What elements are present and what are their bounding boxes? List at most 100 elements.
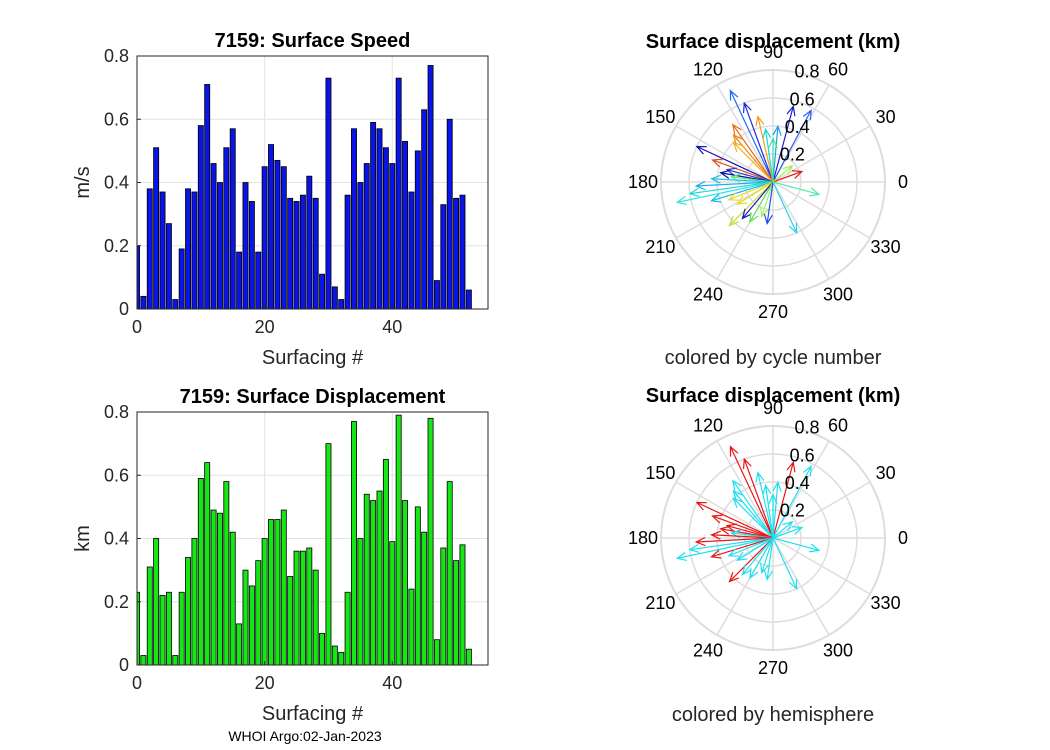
bar [261, 166, 268, 310]
displacement-arrow [732, 133, 774, 183]
polar-spoke [675, 481, 774, 539]
bar [229, 128, 236, 310]
bar [146, 566, 153, 666]
displacement-arrow [772, 170, 804, 183]
bar [344, 591, 351, 666]
displacement-arrow [763, 537, 774, 582]
y-tick-label: 0 [119, 655, 129, 675]
bar [376, 490, 383, 666]
x-tick-label: 20 [255, 317, 275, 337]
bar [376, 128, 383, 310]
displacement-arrow [710, 537, 774, 559]
theta-tick-label: 240 [693, 641, 723, 661]
theta-tick-label: 120 [693, 415, 723, 435]
bar [312, 569, 319, 666]
displacement-arrow [772, 181, 821, 197]
bar [165, 591, 172, 666]
theta-tick-label: 30 [876, 107, 896, 127]
bar [255, 560, 262, 666]
r-tick-label: 0.8 [794, 418, 819, 438]
bar [427, 417, 434, 666]
bar [363, 493, 370, 666]
bar [178, 248, 185, 310]
r-tick-label: 0.6 [790, 89, 815, 109]
y-tick-label: 0.4 [104, 529, 129, 549]
displacement-arrow [772, 480, 782, 539]
bar [325, 443, 332, 666]
displacement-arrow [736, 181, 774, 206]
bar [319, 632, 326, 666]
theta-tick-label: 0 [898, 172, 908, 192]
displacement-arrow [675, 537, 774, 562]
theta-tick-label: 30 [876, 463, 896, 483]
bar [236, 251, 243, 310]
bar [433, 280, 440, 310]
bar [159, 191, 166, 310]
bar [344, 194, 351, 310]
chart-title: 7159: Surface Speed [215, 30, 411, 52]
bar [370, 500, 377, 666]
theta-tick-label: 330 [871, 237, 901, 257]
bar [261, 538, 268, 666]
bar [236, 623, 243, 666]
displacement-arrow [772, 460, 796, 539]
displacement-arrow [742, 101, 774, 183]
bar [280, 509, 287, 666]
displacement-arrow [732, 141, 774, 183]
y-tick-label: 0.8 [104, 402, 129, 422]
y-tick-label: 0.4 [104, 173, 129, 193]
bar [248, 585, 255, 666]
theta-tick-label: 150 [645, 463, 675, 483]
bar [299, 550, 306, 666]
footer-label: WHOI Argo:02-Jan-2023 [228, 728, 382, 744]
displacement-arrow [688, 537, 774, 554]
x-axis-label: Surfacing # [262, 703, 364, 725]
bar [274, 519, 281, 666]
displacement-arrow [768, 493, 778, 538]
displacement-arrow [772, 124, 782, 183]
bar [268, 519, 274, 666]
bar [210, 509, 217, 666]
displacement-arrow [768, 137, 778, 182]
displacement-arrow [772, 104, 796, 183]
bar [414, 150, 421, 310]
displacement-arrow [749, 537, 774, 580]
displacement-arrow [741, 181, 774, 220]
polar-spoke [772, 181, 871, 239]
bar [178, 591, 185, 666]
displacement-arrow [772, 465, 812, 539]
bar [210, 163, 217, 310]
displacement-arrow [728, 537, 774, 583]
displacement-arrow [772, 164, 794, 183]
displacement-arrow [728, 181, 774, 227]
displacement-arrow [772, 520, 794, 539]
bar [402, 500, 408, 666]
y-tick-label: 0.8 [104, 46, 129, 66]
theta-tick-label: 0 [898, 528, 908, 548]
theta-tick-label: 270 [758, 302, 788, 322]
displacement-arrow [695, 145, 774, 183]
bar [268, 144, 274, 310]
displacement-arrow [675, 181, 774, 206]
displacement-arrow [732, 123, 774, 183]
bar [408, 191, 415, 310]
bar [306, 175, 313, 310]
bar [331, 645, 338, 666]
polar-spoke [772, 537, 830, 636]
r-tick-label: 0.2 [780, 500, 805, 520]
bar [185, 188, 192, 310]
displacement-arrow [732, 489, 774, 539]
bar [382, 147, 389, 310]
r-tick-label: 0.6 [790, 445, 815, 465]
polar-spoke [716, 440, 774, 539]
bar [293, 201, 300, 310]
bar [274, 159, 281, 310]
polar-spoke [675, 537, 774, 595]
theta-tick-label: 210 [645, 593, 675, 613]
displacement-arrow [710, 174, 774, 184]
y-tick-label: 0.6 [104, 465, 129, 485]
polar-spoke [772, 537, 871, 595]
surface-displacement-chart: 0 20 40 0 0.2 0.4 0.6 0.8 7159: Surface Displace… [72, 386, 489, 725]
bar [440, 204, 447, 310]
bar [395, 414, 402, 666]
